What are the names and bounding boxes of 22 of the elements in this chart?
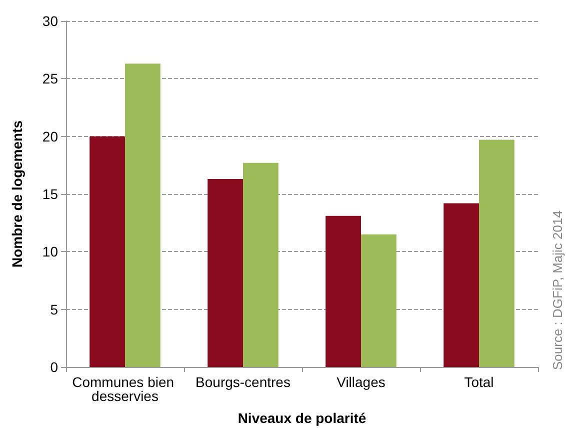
bar [243,162,278,367]
y-tick-label: 15 [42,186,58,202]
y-tick-label: 25 [42,70,58,87]
source-note: Source : DGFiP, Majic 2014 [550,210,565,370]
x-axis-title: Niveaux de polarité [238,410,366,426]
y-tick-label: 20 [42,128,58,144]
bar [90,136,125,367]
bar [125,64,160,367]
x-tick-label: Total [464,374,494,390]
bar [208,179,243,367]
bar [361,234,396,367]
y-tick-label: 10 [42,244,58,260]
y-tick-label: 5 [50,301,58,318]
bar [326,216,361,367]
y-axis-title: Nombre de logements [9,120,25,268]
x-tick-label: Bourgs-centres [196,374,290,390]
bar [444,203,479,367]
y-tick-label: 0 [50,359,58,375]
bar [479,140,514,367]
x-tick-label: Communes bien desservies [72,374,178,404]
x-tick-label: Villages [336,374,386,390]
y-tick-label: 30 [42,13,58,29]
